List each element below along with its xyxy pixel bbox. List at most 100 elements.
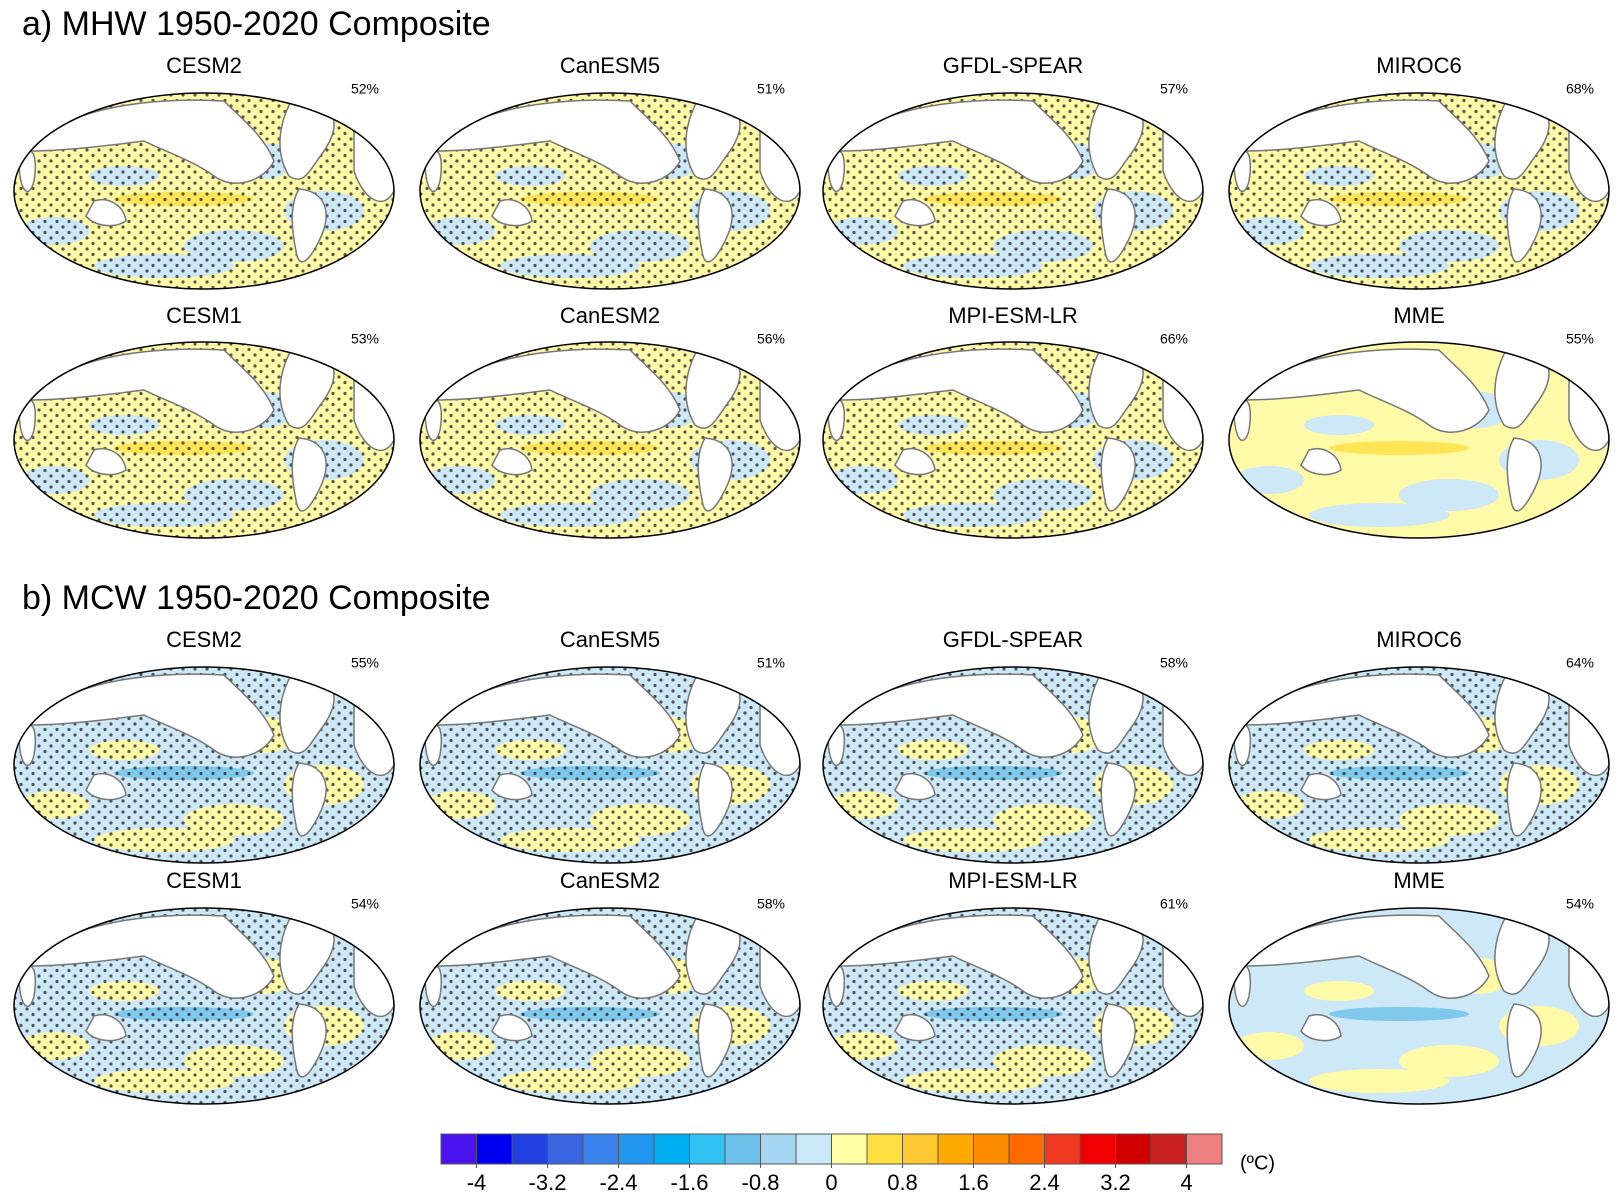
map-fill: [14, 342, 394, 538]
anomaly-patch: [1304, 981, 1374, 1001]
map-fill: [420, 908, 800, 1104]
color-box: [547, 1133, 584, 1165]
map-fill: [420, 93, 800, 289]
percent: 57%: [1160, 81, 1188, 97]
tick-label: 3.2: [1100, 1170, 1131, 1195]
color-box: [1044, 1133, 1081, 1165]
map-fill: [1229, 667, 1609, 863]
color-box: [831, 1133, 868, 1165]
map-border: [822, 907, 1204, 1105]
anomaly-patch: [1309, 503, 1449, 527]
model-name: MPI-ESM-LR: [948, 303, 1078, 328]
percent: 51%: [757, 655, 785, 671]
color-box: [689, 1133, 726, 1165]
color-box: [476, 1133, 513, 1165]
percent: 52%: [351, 81, 379, 97]
percent: 53%: [351, 331, 379, 347]
tick-label: -4: [467, 1170, 487, 1195]
map: [1228, 907, 1610, 1105]
percent: 66%: [1160, 331, 1188, 347]
map-border: [1228, 92, 1610, 290]
model-name: CESM1: [166, 303, 242, 328]
map-border: [1228, 341, 1610, 539]
model-name: MIROC6: [1376, 627, 1462, 652]
map-fill: [420, 667, 800, 863]
map-border: [1228, 907, 1610, 1105]
map-border: [13, 907, 395, 1105]
model-name: MME: [1393, 303, 1444, 328]
tick-label: -3.2: [529, 1170, 567, 1195]
map: [419, 92, 801, 290]
map-border: [13, 92, 395, 290]
map-fill: [1229, 93, 1609, 289]
color-box: [1115, 1133, 1152, 1165]
map-fill: [1229, 908, 1609, 1104]
map: [1228, 666, 1610, 864]
model-name: CESM2: [166, 53, 242, 78]
map-border: [822, 666, 1204, 864]
map-border: [13, 341, 395, 539]
section-title: b) MCW 1950-2020 Composite: [22, 579, 491, 617]
tick-label: 0.8: [887, 1170, 918, 1195]
map-border: [822, 341, 1204, 539]
map: [1228, 341, 1610, 539]
color-box: [902, 1133, 939, 1165]
anomaly-patch: [1399, 1045, 1499, 1077]
model-name: CESM2: [166, 627, 242, 652]
map-border: [419, 341, 801, 539]
percent: 64%: [1566, 655, 1594, 671]
map-border: [419, 907, 801, 1105]
percent: 55%: [1566, 331, 1594, 347]
anomaly-patch: [1399, 479, 1499, 511]
anomaly-patch: [1304, 415, 1374, 435]
map-fill: [14, 93, 394, 289]
map: [822, 907, 1204, 1105]
map-border: [1228, 666, 1610, 864]
percent: 51%: [757, 81, 785, 97]
percent: 54%: [351, 896, 379, 912]
map-border: [822, 92, 1204, 290]
map: [419, 907, 801, 1105]
tick-label: 0: [825, 1170, 837, 1195]
unit: (ºC): [1240, 1152, 1275, 1174]
map-fill: [1229, 342, 1609, 538]
tick-label: -2.4: [600, 1170, 638, 1195]
map-fill: [823, 342, 1203, 538]
percent: 56%: [757, 331, 785, 347]
map: [822, 666, 1204, 864]
map: [419, 341, 801, 539]
map: [13, 341, 395, 539]
color-box: [440, 1133, 477, 1165]
percent: 58%: [757, 896, 785, 912]
color-box: [1008, 1133, 1045, 1165]
model-name: CanESM2: [560, 303, 660, 328]
color-box: [724, 1133, 761, 1165]
map: [13, 666, 395, 864]
model-name: CanESM2: [560, 868, 660, 893]
map-border: [419, 666, 801, 864]
tick-label: -0.8: [742, 1170, 780, 1195]
map: [822, 92, 1204, 290]
map: [1228, 92, 1610, 290]
section-title: a) MHW 1950-2020 Composite: [22, 5, 491, 43]
map-fill: [823, 93, 1203, 289]
color-box: [618, 1133, 655, 1165]
anomaly-core: [1329, 1007, 1469, 1021]
color-box: [1186, 1133, 1223, 1165]
color-box: [1079, 1133, 1116, 1165]
map-fill: [823, 667, 1203, 863]
percent: 68%: [1566, 81, 1594, 97]
map-border: [13, 666, 395, 864]
map: [822, 341, 1204, 539]
map-fill: [420, 342, 800, 538]
map-fill: [14, 667, 394, 863]
color-box: [937, 1133, 974, 1165]
model-name: CanESM5: [560, 627, 660, 652]
tick-label: 4: [1180, 1170, 1192, 1195]
color-box: [653, 1133, 690, 1165]
map: [13, 92, 395, 290]
color-box: [795, 1133, 832, 1165]
anomaly-patch: [1309, 1069, 1449, 1093]
color-box: [866, 1133, 903, 1165]
